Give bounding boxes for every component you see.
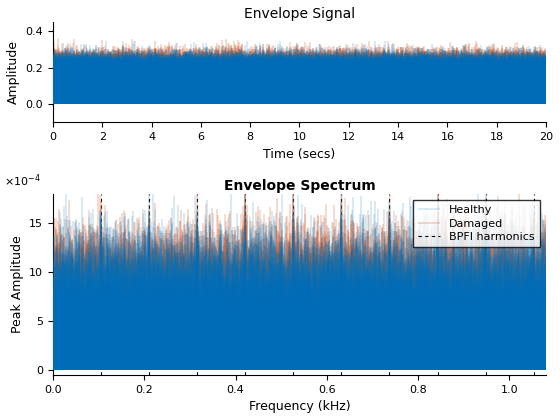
Y-axis label: Amplitude: Amplitude <box>7 40 20 104</box>
X-axis label: Time (secs): Time (secs) <box>263 148 335 161</box>
Legend: Healthy, Damaged, BPFI harmonics: Healthy, Damaged, BPFI harmonics <box>413 200 540 247</box>
Text: $\times10^{-4}$: $\times10^{-4}$ <box>4 172 40 189</box>
Title: Envelope Signal: Envelope Signal <box>244 7 355 21</box>
X-axis label: Frequency (kHz): Frequency (kHz) <box>249 400 351 413</box>
Y-axis label: Peak Amplitude: Peak Amplitude <box>11 236 24 333</box>
Title: Envelope Spectrum: Envelope Spectrum <box>223 179 375 193</box>
